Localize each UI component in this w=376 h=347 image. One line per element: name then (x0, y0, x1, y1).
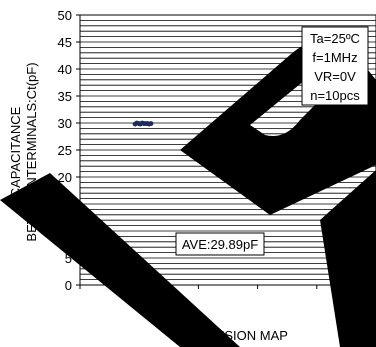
y-tick-label: 40 (58, 62, 72, 77)
y-tick-label: 35 (58, 89, 72, 104)
x-ticks (79, 285, 376, 289)
y-tick-label: 20 (58, 170, 72, 185)
y-tick-label: 10 (58, 224, 72, 239)
condition-temperature: Ta=25ºC (310, 31, 360, 46)
condition-frequency: f=1MHz (312, 50, 357, 65)
y-tick-label: 45 (58, 35, 72, 50)
y-tick-label: 0 (65, 278, 72, 293)
average-box-frame (175, 232, 265, 256)
y-tick-label: 25 (58, 143, 72, 158)
y-tick-label: 50 (58, 8, 72, 23)
conditions-box-frame (301, 26, 369, 106)
x-axis-title: Ct DISRESION MAP (168, 328, 288, 343)
y-axis-title-line-2: BETWEENTERMINALS:Ct(pF) (24, 62, 39, 241)
average-box: AVE:29.89pF (175, 232, 265, 256)
watermark-lower-stripe (320, 170, 376, 347)
y-tick-label: 30 (58, 116, 72, 131)
y-tick-label: 5 (65, 251, 72, 266)
y-ticks: 0 5 10 15 20 25 30 35 40 45 50 (58, 8, 80, 293)
data-points (132, 120, 154, 127)
condition-sample-count: n=10pcs (310, 88, 360, 103)
condition-voltage: VR=0V (314, 69, 356, 84)
conditions-box: Ta=25ºC f=1MHz VR=0V n=10pcs (301, 26, 369, 106)
average-label: AVE:29.89pF (182, 237, 258, 252)
y-axis-title: CAPACITANCE BETWEENTERMINALS:Ct(pF) (8, 62, 39, 241)
watermark-diagonal-stripe (0, 173, 240, 347)
y-tick-label: 15 (58, 197, 72, 212)
data-point (148, 121, 154, 126)
y-axis-title-line-1: CAPACITANCE (8, 106, 23, 197)
